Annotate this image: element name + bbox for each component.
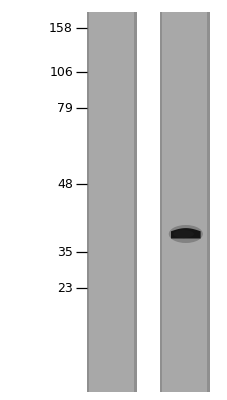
Text: 48: 48 — [57, 178, 73, 190]
Bar — [206, 12, 209, 392]
Ellipse shape — [168, 225, 202, 243]
Bar — [159, 12, 162, 392]
Text: 158: 158 — [49, 22, 73, 34]
Bar — [86, 12, 136, 392]
Polygon shape — [170, 228, 200, 238]
Bar — [133, 12, 136, 392]
Ellipse shape — [172, 230, 193, 238]
Text: 106: 106 — [49, 66, 73, 78]
Text: 23: 23 — [57, 282, 73, 294]
Text: 79: 79 — [57, 102, 73, 114]
Bar — [159, 12, 209, 392]
Text: 35: 35 — [57, 246, 73, 258]
Bar — [86, 12, 89, 392]
